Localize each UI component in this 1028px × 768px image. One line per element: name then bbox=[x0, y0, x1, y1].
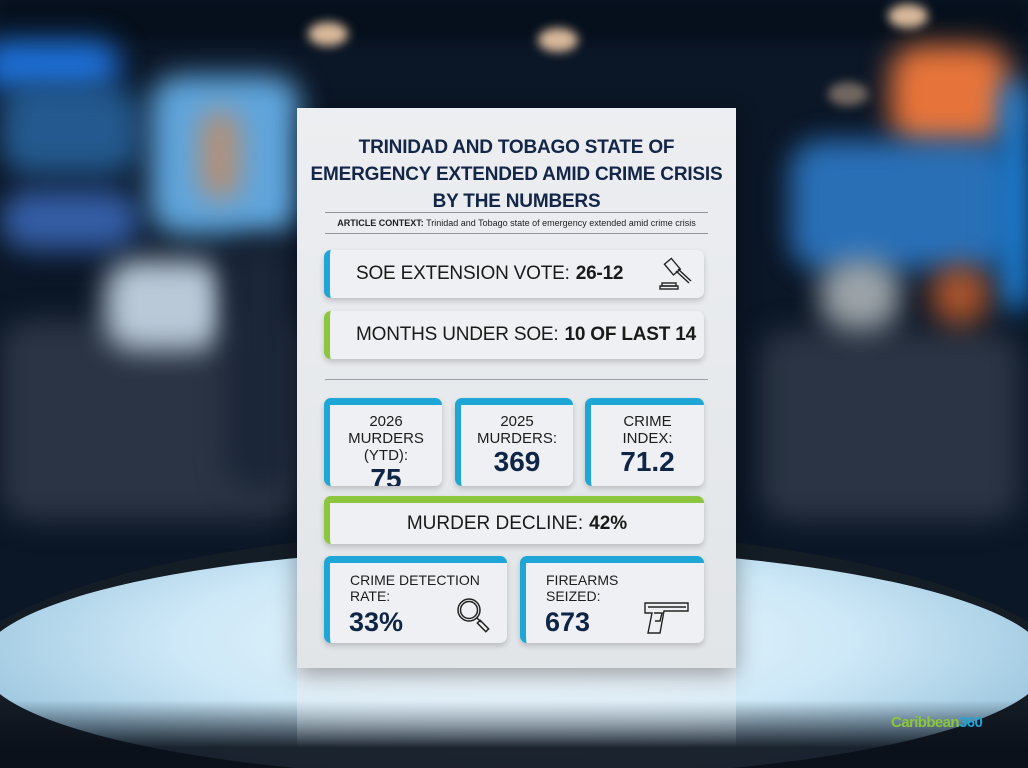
stat-label-line2: RATE: bbox=[350, 588, 391, 604]
stat-card-crime-index: CRIME INDEX: 71.2 bbox=[585, 398, 704, 486]
stat-label-line1: FIREARMS bbox=[546, 572, 619, 588]
decline-label: MURDER DECLINE: bbox=[406, 512, 584, 534]
stat-label-line1: CRIME bbox=[623, 413, 672, 430]
context-label: ARTICLE CONTEXT: bbox=[337, 218, 424, 228]
stat-label-line1: CRIME DETECTION bbox=[350, 572, 480, 588]
poster-reflection bbox=[297, 668, 736, 748]
months-soe-value: 10 OF LAST 14 bbox=[564, 324, 696, 345]
magnifier-icon bbox=[457, 598, 490, 633]
article-context: ARTICLE CONTEXT: Trinidad and Tobago sta… bbox=[297, 218, 736, 228]
months-soe-label: MONTHS UNDER SOE: bbox=[356, 324, 559, 345]
firearms-seized-card: FIREARMS SEIZED: 673 bbox=[520, 556, 704, 643]
stat-label-line2: SEIZED: bbox=[546, 588, 601, 604]
poster-title: TRINIDAD AND TOBAGO STATE OF EMERGENCY E… bbox=[310, 137, 723, 212]
stat-label-line2: MURDERS: bbox=[476, 430, 557, 447]
pistol-icon bbox=[644, 602, 689, 634]
detection-rate-value: 33% bbox=[349, 607, 404, 637]
stat-label-line1: 2025 bbox=[500, 413, 534, 430]
caribbean360-logo: Caribbean360 bbox=[891, 714, 983, 731]
stat-label-line2: INDEX: bbox=[622, 430, 673, 447]
soe-vote-value: 26-12 bbox=[575, 263, 624, 284]
firearms-seized-value: 673 bbox=[545, 607, 591, 637]
stat-value: 71.2 bbox=[620, 446, 675, 477]
soe-vote-card: SOE EXTENSION VOTE: 26-12 bbox=[324, 250, 704, 298]
detection-rate-card: CRIME DETECTION RATE: 33% bbox=[324, 556, 507, 643]
stat-card-2025-murders: 2025 MURDERS: 369 bbox=[455, 398, 573, 486]
months-soe-card: MONTHS UNDER SOE: 10 OF LAST 14 bbox=[324, 311, 704, 359]
stat-card-2026-murders: 2026 MURDERS (YTD): 75 bbox=[324, 398, 442, 486]
stat-value: 369 bbox=[493, 446, 541, 477]
context-text: Trinidad and Tobago state of emergency e… bbox=[426, 218, 696, 228]
murder-decline-card: MURDER DECLINE: 42% bbox=[324, 496, 704, 544]
stat-value: 75 bbox=[370, 463, 402, 487]
decline-value: 42% bbox=[589, 512, 628, 534]
stat-label-line1: 2026 bbox=[369, 413, 403, 430]
stat-label-line2: MURDERS (YTD): bbox=[348, 430, 424, 464]
section-divider bbox=[325, 379, 708, 380]
gavel-icon bbox=[659, 257, 692, 290]
soe-vote-label: SOE EXTENSION VOTE: bbox=[356, 263, 570, 284]
infographic-poster: TRINIDAD AND TOBAGO STATE OF EMERGENCY E… bbox=[297, 108, 736, 668]
